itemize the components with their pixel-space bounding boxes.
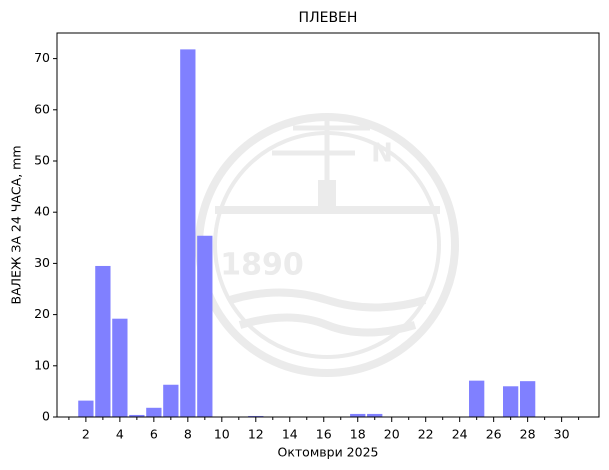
- x-tick-label: 6: [150, 427, 158, 442]
- x-tick-label: 24: [452, 427, 468, 442]
- x-tick-label: 18: [350, 427, 366, 442]
- bar: [367, 413, 383, 417]
- chart-title: ПЛЕВЕН: [299, 10, 358, 26]
- bar: [180, 49, 196, 417]
- bar: [112, 318, 128, 417]
- x-tick-label: 4: [116, 427, 124, 442]
- watermark: [195, 113, 459, 377]
- x-tick-label: 20: [384, 427, 400, 442]
- watermark-year: 1890: [220, 248, 304, 283]
- bar: [129, 414, 145, 417]
- bar: [503, 386, 519, 417]
- x-tick-label: 12: [248, 427, 264, 442]
- y-axis-label: ВАЛЕЖ ЗА 24 ЧАСА, mm: [9, 146, 24, 305]
- watermark-tower: [318, 180, 336, 210]
- bar: [163, 384, 179, 417]
- x-tick-label: 8: [184, 427, 192, 442]
- y-tick-label: 60: [34, 101, 50, 116]
- y-tick-label: 10: [34, 357, 50, 372]
- bar: [95, 265, 111, 417]
- bar: [248, 415, 264, 417]
- y-tick-label: 0: [42, 409, 50, 424]
- x-axis-label: Октомври 2025: [278, 445, 379, 460]
- bar: [146, 407, 162, 417]
- x-tick-label: 16: [316, 427, 332, 442]
- x-tick-label: 28: [520, 427, 536, 442]
- watermark-letter: N: [371, 139, 393, 169]
- x-tick-label: 14: [282, 427, 298, 442]
- y-tick-label: 30: [34, 255, 50, 270]
- x-tick-label: 10: [214, 427, 230, 442]
- y-tick-label: 40: [34, 204, 50, 219]
- bar: [350, 413, 366, 417]
- x-tick-label: 26: [486, 427, 502, 442]
- plot-frame: [56, 32, 600, 418]
- y-tick-label: 50: [34, 153, 50, 168]
- x-tick-label: 22: [418, 427, 434, 442]
- x-tick-label: 2: [82, 427, 90, 442]
- bar: [469, 380, 485, 417]
- y-tick-label: 70: [34, 50, 50, 65]
- bar: [78, 400, 94, 417]
- watermark-vane: [272, 115, 370, 185]
- bar: [519, 381, 536, 417]
- y-tick-label: 20: [34, 306, 50, 321]
- x-tick-label: 30: [554, 427, 570, 442]
- bar: [197, 235, 213, 417]
